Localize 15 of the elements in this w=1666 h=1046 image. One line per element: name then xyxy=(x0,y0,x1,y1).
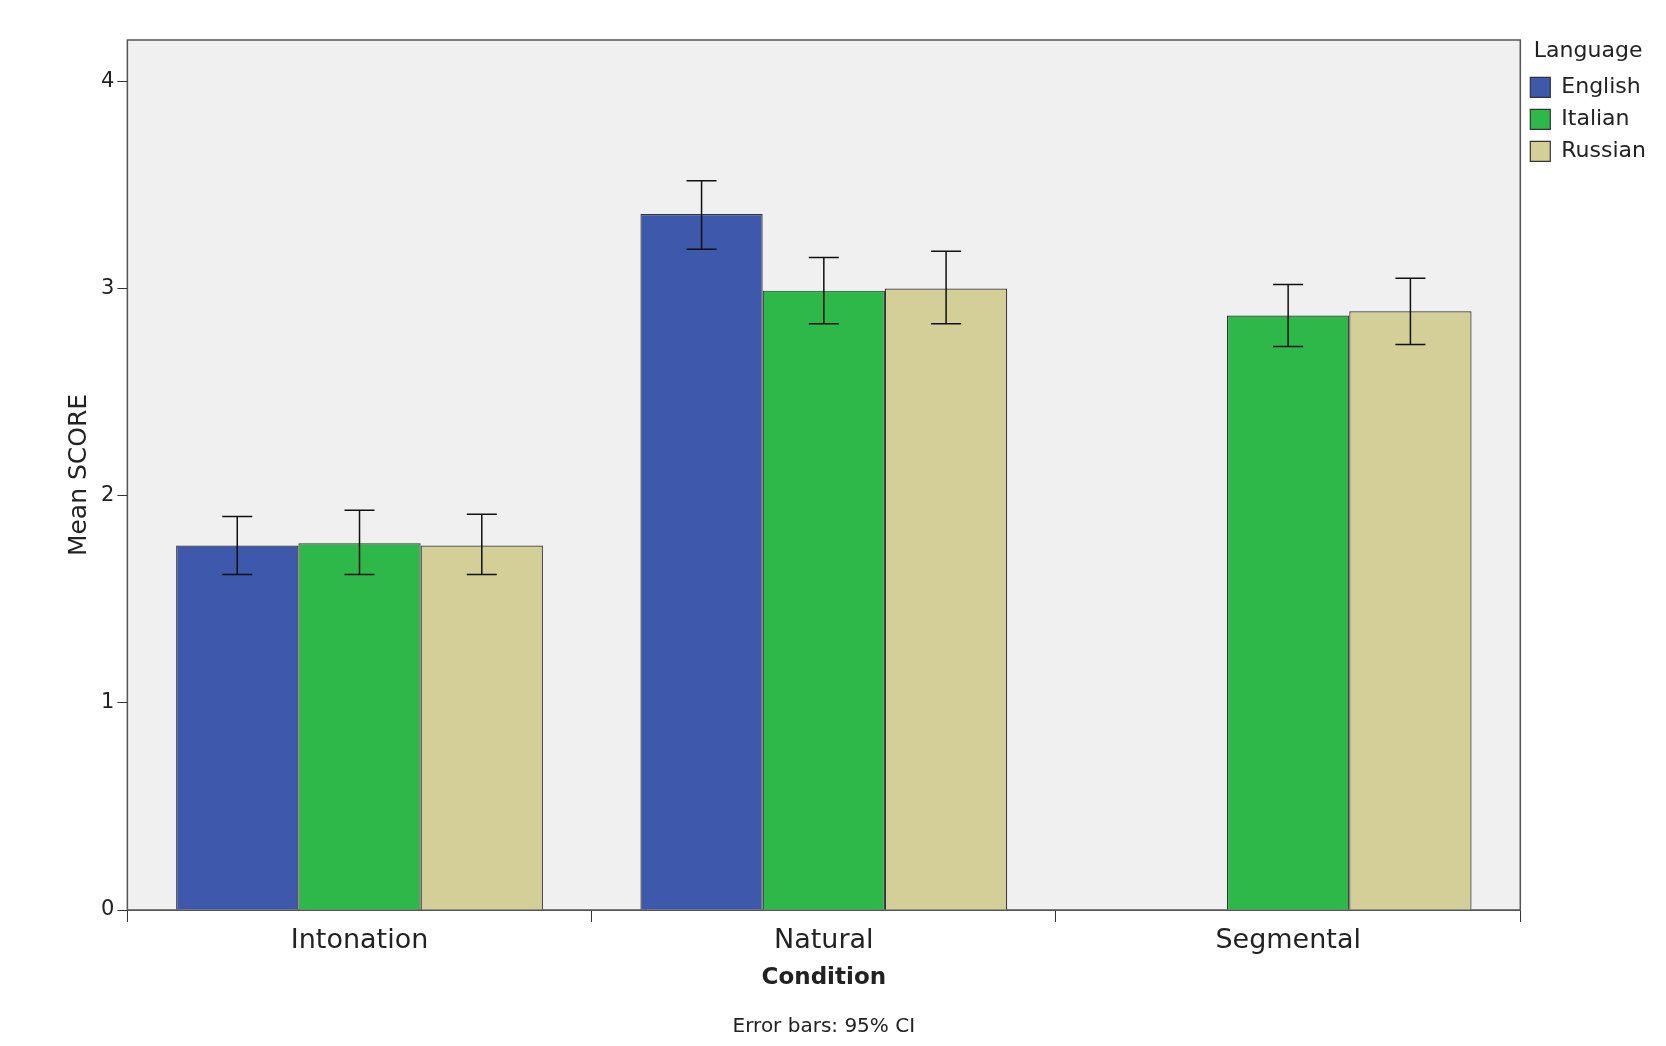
legend-label: Russian xyxy=(1561,137,1646,163)
text: Error bars: 95% CI xyxy=(732,1013,916,1037)
y-tick-label: 2 xyxy=(100,482,115,507)
x-tick-label: Segmental xyxy=(1215,923,1361,955)
y-tick-label: 4 xyxy=(100,67,115,92)
legend-label: Italian xyxy=(1561,105,1630,131)
y-tick-label: 0 xyxy=(100,896,115,921)
legend-title: Language xyxy=(1533,36,1643,62)
legend-label: English xyxy=(1561,73,1641,99)
y-tick-label: 1 xyxy=(100,689,115,714)
x-axis-title: Condition xyxy=(761,963,887,990)
y-axis-title: Mean SCORE xyxy=(62,393,92,557)
y-tick-label: 3 xyxy=(100,275,115,300)
x-tick-label: Intonation xyxy=(290,923,429,955)
x-tick-label: Natural xyxy=(774,923,874,955)
